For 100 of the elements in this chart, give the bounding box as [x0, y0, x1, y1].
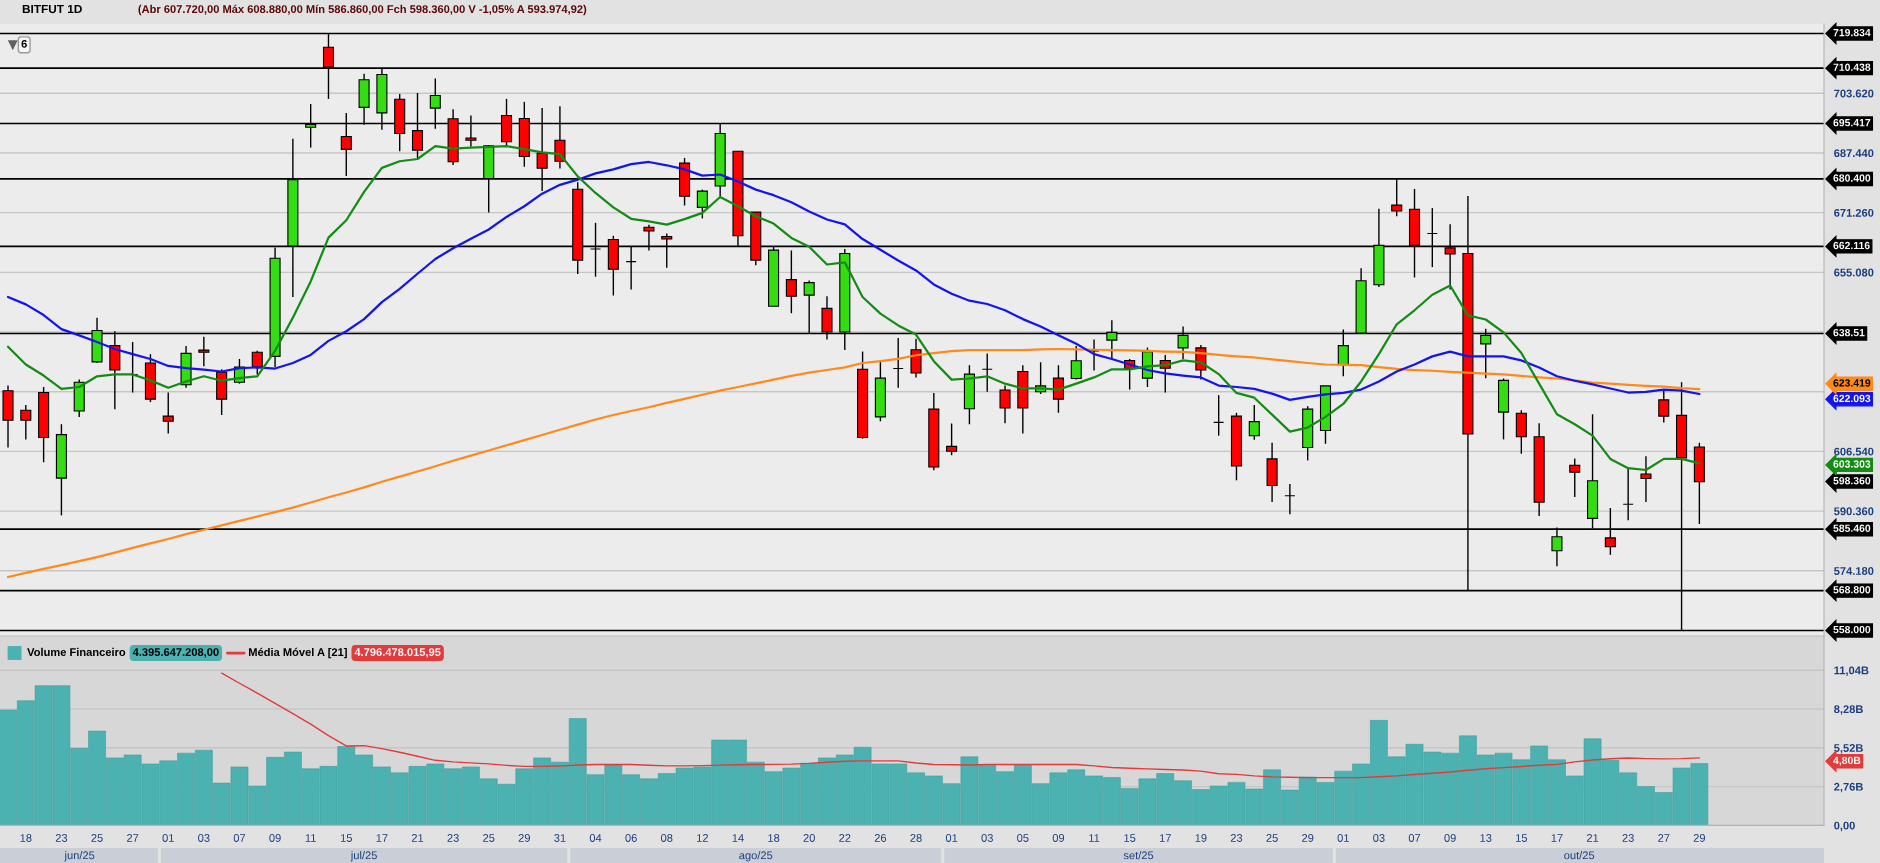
- ref-line-label: 558.000: [1833, 625, 1871, 634]
- x-tick-label: 05: [1017, 834, 1029, 842]
- legend-label: Volume Financeiro: [27, 647, 126, 656]
- text: 598.360: [1833, 477, 1871, 485]
- x-tick-label: 18: [20, 834, 32, 842]
- x-tick-label: 12: [697, 834, 708, 842]
- y-tick-label: 2,76B: [1834, 782, 1863, 793]
- y-tick-label: 703.620: [1834, 89, 1874, 98]
- text: 4,80B: [1833, 756, 1861, 766]
- x-tick-label: 17: [1159, 834, 1171, 842]
- x-tick-label: 11: [1089, 834, 1100, 842]
- text: 638.51: [1833, 328, 1865, 337]
- line-series: [6, 160, 1701, 402]
- candlestick: [946, 422, 958, 456]
- x-tick-label: 21: [411, 834, 424, 842]
- candlestick: [1622, 467, 1634, 521]
- line-series: [220, 672, 1701, 779]
- x-tick-label: 19: [1195, 834, 1207, 842]
- x-tick-label: 23: [55, 834, 68, 842]
- candlestick: [1052, 364, 1064, 414]
- chart-title: BITFUT 1D: [22, 4, 82, 14]
- x-tick-label: 15: [340, 834, 352, 842]
- x-tick-label: 27: [1658, 834, 1670, 842]
- candlestick: [1248, 404, 1260, 441]
- x-tick-label: 01: [1337, 834, 1349, 842]
- candlestick: [785, 249, 797, 314]
- x-tick-label: 09: [1444, 834, 1456, 842]
- text: out/25: [1564, 851, 1595, 860]
- x-tick-label: 03: [1373, 834, 1385, 842]
- annotation: 6: [21, 39, 27, 48]
- x-tick-label: 25: [1266, 834, 1278, 842]
- x-tick-label: 07: [1408, 834, 1421, 842]
- x-tick-label: 21: [1586, 834, 1599, 842]
- candlestick: [892, 337, 904, 389]
- candlestick: [1213, 394, 1225, 437]
- y-tick-label: 0,00: [1834, 821, 1855, 832]
- y-tick-label: 11,04B: [1834, 666, 1869, 676]
- x-tick-label: 25: [483, 834, 495, 842]
- candlestick: [1070, 345, 1082, 381]
- x-tick-label: 20: [803, 834, 815, 842]
- x-tick-label: 17: [1551, 834, 1563, 842]
- candlestick: [696, 188, 708, 220]
- x-tick-label: 13: [1480, 834, 1492, 842]
- ref-line-label: 710.438: [1833, 63, 1871, 71]
- y-tick-label: 687.440: [1834, 149, 1874, 158]
- y-tick-label: 655.080: [1834, 268, 1874, 277]
- ref-line-label: 662.116: [1833, 241, 1870, 250]
- x-tick-label: 22: [839, 834, 851, 842]
- x-tick-label: 09: [269, 834, 281, 842]
- ref-line-label: 680.400: [1833, 174, 1871, 182]
- x-tick-label: 17: [376, 834, 388, 842]
- x-tick-label: 23: [447, 834, 459, 842]
- ref-line-label: 568.800: [1833, 586, 1871, 594]
- y-tick-label: 606.540: [1834, 447, 1874, 456]
- x-tick-label: 15: [1124, 834, 1136, 842]
- text: jun/25: [64, 851, 95, 862]
- x-tick-label: 29: [518, 834, 530, 842]
- x-tick-label: 18: [768, 834, 780, 842]
- candlestick: [1284, 483, 1296, 515]
- x-tick-label: 23: [1622, 834, 1634, 842]
- chart-subtitle: (Abr 607.720,00 Máx 608.880,00 Mín 586.860,00 Fch 598.360,00 V -1,05% A 593.974,92): [138, 4, 587, 16]
- x-tick-label: 23: [1230, 834, 1243, 842]
- x-tick-label: 28: [910, 834, 922, 842]
- y-tick-label: 671.260: [1834, 208, 1874, 217]
- ref-line-label: 719.834: [1833, 28, 1871, 37]
- text: ago/25: [739, 851, 773, 862]
- x-tick-label: 31: [554, 834, 566, 842]
- candlestick: [981, 352, 993, 393]
- annotation: 4.395.647.208,00: [132, 648, 219, 658]
- y-tick-label: 8,28B: [1834, 705, 1863, 715]
- text: 623.419: [1833, 379, 1871, 387]
- x-tick-label: 01: [162, 834, 174, 842]
- candlestick: [251, 350, 263, 376]
- text: 603.303: [1833, 460, 1871, 468]
- x-tick-label: 29: [1302, 834, 1314, 842]
- y-tick-label: 5,52B: [1834, 744, 1863, 754]
- text: jul/25: [350, 851, 377, 862]
- candlestick: [162, 391, 174, 435]
- candlestick: [1569, 457, 1581, 498]
- y-tick-label: 590.360: [1834, 507, 1874, 516]
- legend-label: Média Móvel A [21]: [249, 647, 347, 659]
- text: 622.093: [1833, 394, 1871, 403]
- x-tick-label: 08: [661, 834, 673, 842]
- candlestick: [910, 337, 922, 379]
- x-tick-label: 03: [981, 834, 993, 842]
- y-tick-label: 574.180: [1834, 567, 1874, 575]
- x-tick-label: 09: [1052, 834, 1065, 842]
- x-tick-label: 01: [945, 834, 958, 842]
- annotation: 4.796.478.015,95: [354, 648, 441, 658]
- ref-line-label: 585.460: [1833, 524, 1871, 532]
- text: set/25: [1123, 851, 1154, 860]
- x-tick-label: 04: [589, 834, 602, 842]
- candlestick: [1640, 455, 1652, 503]
- x-tick-label: 07: [233, 834, 246, 842]
- candlestick: [198, 336, 210, 368]
- x-tick-label: 06: [625, 834, 637, 842]
- x-tick-label: 14: [732, 834, 744, 842]
- candlestick: [1515, 409, 1527, 455]
- x-tick-label: 03: [198, 834, 210, 842]
- x-tick-label: 27: [127, 834, 139, 842]
